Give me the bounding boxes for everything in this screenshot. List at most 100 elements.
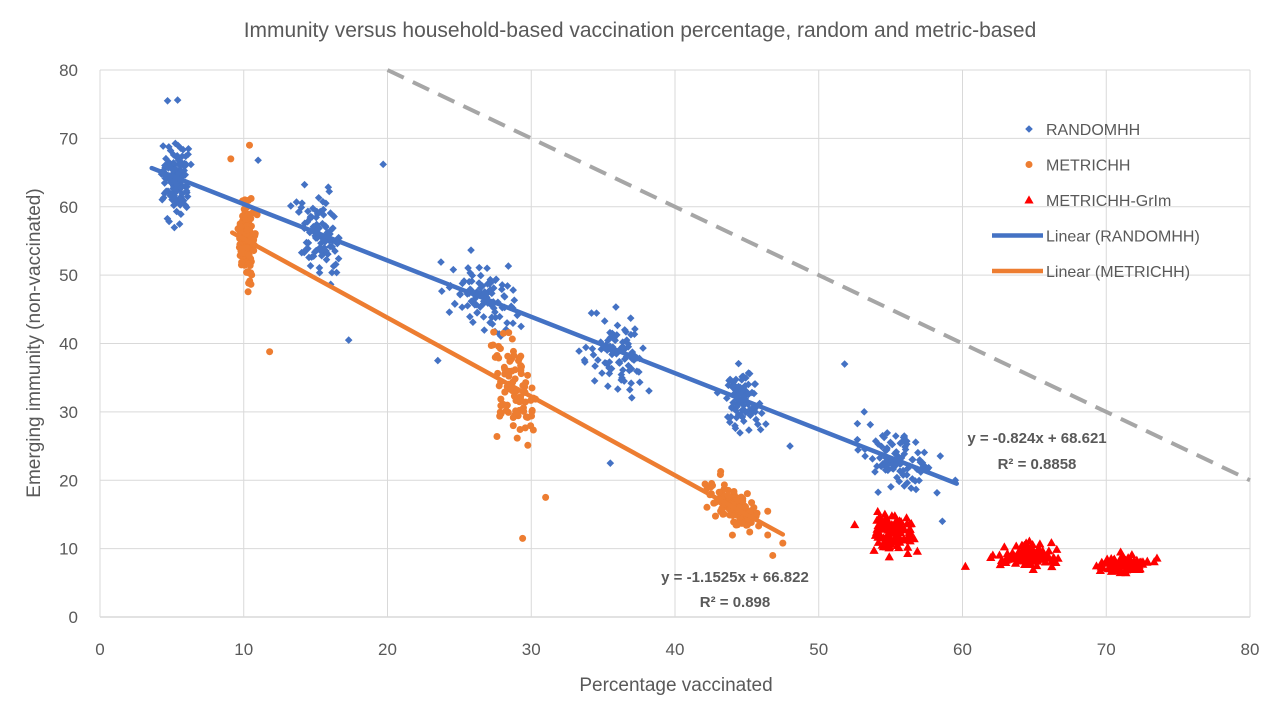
data-point (915, 476, 923, 485)
data-point (266, 348, 274, 356)
data-point (528, 384, 536, 392)
data-point (499, 329, 507, 337)
data-point (174, 170, 183, 178)
data-point (892, 448, 901, 456)
data-point (737, 376, 746, 384)
data-point (487, 342, 495, 350)
y-tick-label: 80 (59, 61, 78, 80)
data-point (463, 301, 472, 310)
data-point (591, 362, 599, 370)
data-point (1044, 546, 1054, 555)
data-point (884, 460, 893, 469)
data-point (590, 377, 599, 385)
data-point (171, 185, 180, 194)
data-point (328, 268, 336, 277)
trendline (149, 165, 959, 486)
data-point (503, 319, 511, 327)
data-point (306, 262, 315, 270)
data-point (713, 388, 722, 397)
data-point (434, 356, 442, 365)
data-point (888, 520, 898, 530)
data-point (166, 176, 174, 185)
data-point (881, 542, 891, 551)
data-point (769, 551, 777, 559)
data-point (871, 437, 880, 445)
data-point (163, 96, 172, 105)
data-point (622, 328, 630, 336)
data-point (736, 383, 744, 392)
data-point (175, 220, 184, 228)
data-point (517, 397, 525, 405)
data-point (896, 517, 906, 526)
data-point (469, 318, 477, 327)
data-point (491, 308, 499, 316)
data-point (170, 223, 179, 232)
data-point (627, 379, 635, 388)
data-point (496, 345, 504, 353)
data-point (513, 434, 521, 442)
x-tick-label: 30 (522, 640, 541, 659)
data-point (332, 268, 341, 277)
data-point (626, 385, 634, 394)
data-point (527, 422, 535, 430)
data-point (316, 207, 325, 216)
data-point (727, 412, 735, 421)
data-point (498, 281, 507, 289)
data-point (176, 201, 185, 209)
data-point (903, 548, 913, 557)
data-point (287, 202, 295, 210)
data-point (322, 247, 330, 255)
data-point (874, 440, 882, 448)
data-point (325, 187, 334, 196)
data-point (246, 262, 254, 270)
data-point (701, 480, 709, 488)
series-metrichh-grim (850, 506, 1162, 577)
y-tick-label: 10 (59, 540, 78, 559)
data-point (319, 205, 328, 214)
data-point (752, 415, 760, 424)
data-point (625, 366, 634, 375)
data-point (294, 208, 303, 216)
data-point (915, 456, 924, 464)
data-point (511, 375, 519, 383)
data-point (181, 170, 190, 179)
data-point (497, 285, 506, 294)
data-point (312, 246, 320, 255)
data-point (744, 390, 753, 399)
data-point (182, 203, 191, 212)
x-tick-label: 80 (1241, 640, 1260, 659)
data-point (889, 465, 898, 473)
data-point (871, 468, 879, 476)
data-point (251, 230, 259, 238)
data-point (476, 303, 484, 311)
data-point (465, 277, 473, 286)
data-point (601, 359, 609, 367)
data-point (1010, 558, 1021, 567)
data-point (762, 420, 770, 428)
data-point (524, 441, 532, 449)
data-point (163, 214, 172, 223)
data-point (162, 154, 170, 163)
y-axis-label: Emerging immunity (non-vaccinated) (24, 188, 45, 497)
data-point (907, 484, 915, 492)
y-tick-label: 20 (59, 471, 78, 490)
data-point (883, 525, 893, 534)
data-point (170, 201, 178, 210)
equation-randomhh: y = -0.824x + 68.621 (967, 430, 1106, 447)
legend-label: Linear (METRICHH) (1046, 264, 1190, 281)
data-point (724, 381, 733, 390)
data-point (635, 378, 644, 387)
data-point (624, 340, 633, 348)
data-point (853, 419, 862, 428)
y-tick-label: 60 (59, 198, 78, 217)
data-point (729, 382, 738, 391)
data-point (502, 407, 510, 415)
data-point (888, 440, 896, 449)
data-point (493, 432, 501, 440)
x-tick-label: 50 (809, 640, 828, 659)
y-tick-labels: 0 10 20 30 40 50 60 70 80 (59, 61, 78, 627)
data-point (327, 225, 336, 234)
series-metrichh (227, 141, 787, 559)
data-point (182, 187, 191, 195)
data-point (750, 380, 759, 388)
